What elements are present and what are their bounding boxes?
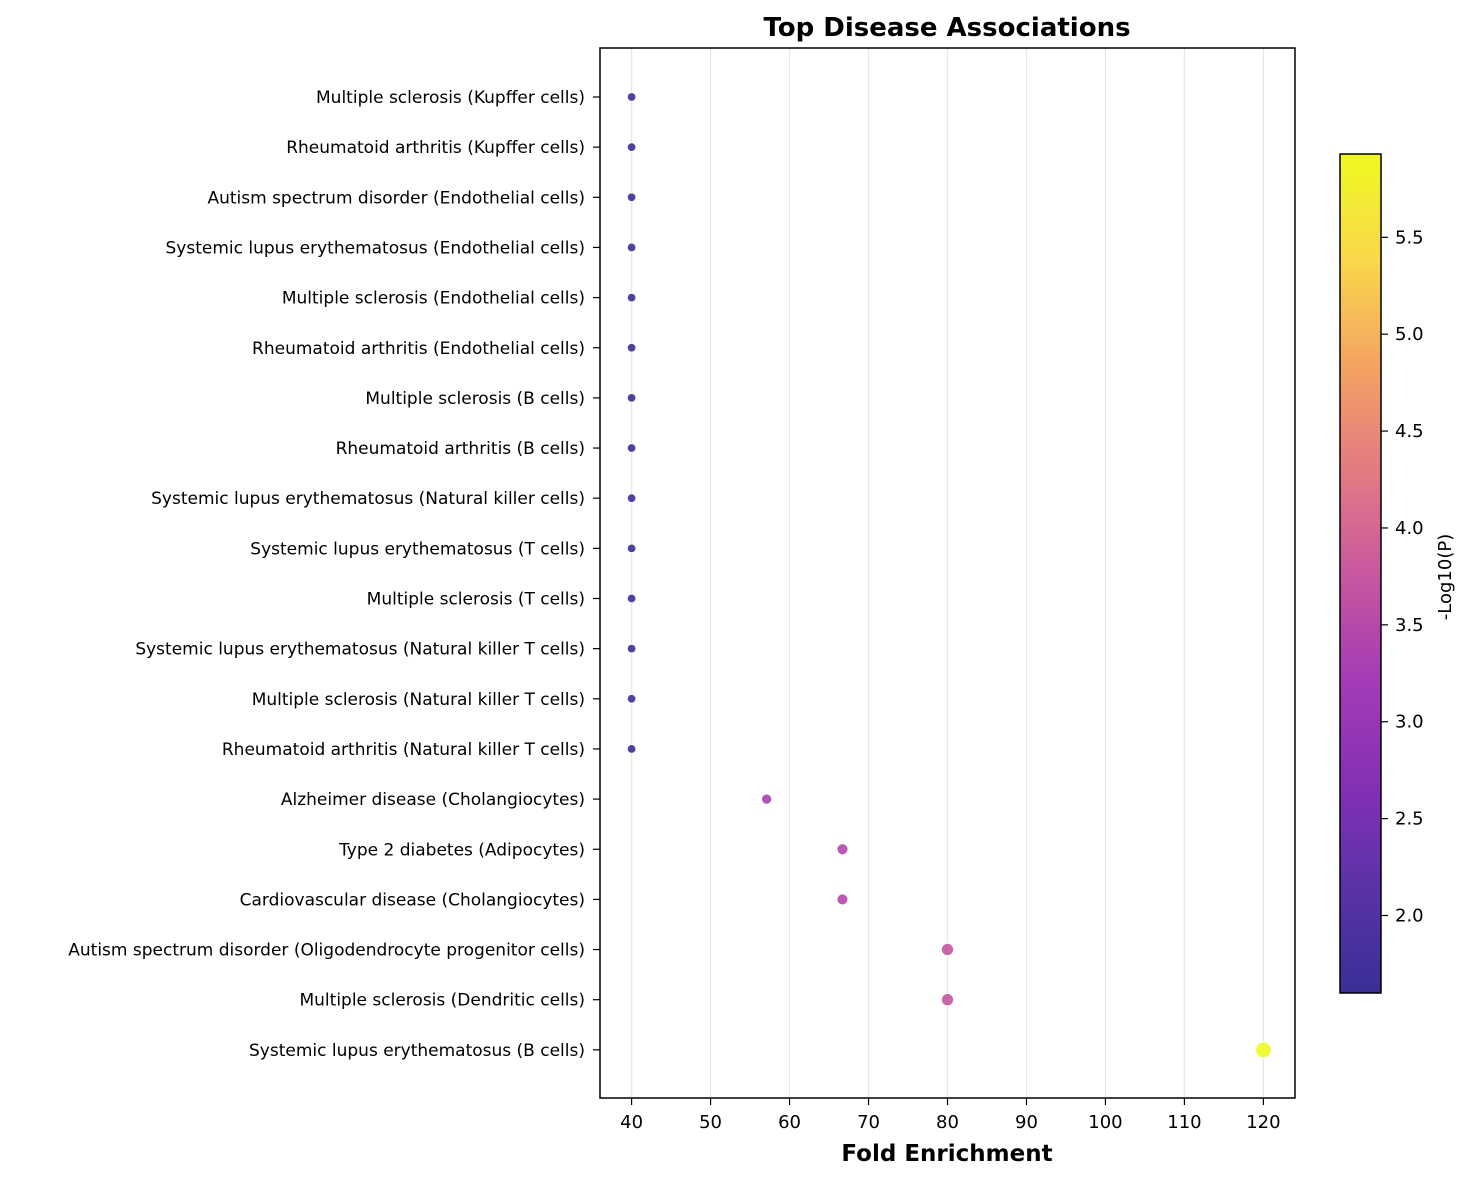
data-point — [626, 91, 637, 103]
x-tick-label: 40 — [620, 1112, 643, 1133]
data-point — [626, 342, 637, 353]
y-tick-label: Multiple sclerosis (Kupffer cells) — [316, 88, 585, 108]
x-tick-label: 120 — [1246, 1112, 1280, 1133]
data-point — [626, 242, 637, 253]
x-tick-label: 110 — [1167, 1112, 1201, 1133]
data-point — [1254, 1041, 1273, 1059]
colorbar-gradient — [1339, 153, 1382, 994]
x-tick-label: 90 — [1015, 1112, 1038, 1133]
y-tick-label: Multiple sclerosis (Endothelial cells) — [282, 289, 585, 309]
colorbar-tick-label: 2.0 — [1395, 905, 1424, 926]
data-point — [626, 292, 637, 303]
x-axis-ticks: 40 50 60 70 80 90 100 110 120 — [620, 1098, 1281, 1133]
colorbar: 2.0 2.5 3.0 3.5 4.0 4.5 5.0 5.5 -Log10(P) — [1339, 153, 1456, 994]
data-point — [626, 593, 637, 604]
data-point — [626, 392, 637, 403]
data-points — [626, 91, 1273, 1059]
colorbar-tick-label: 3.5 — [1395, 615, 1424, 636]
y-tick-label: Multiple sclerosis (B cells) — [365, 389, 585, 409]
y-tick-label: Multiple sclerosis (Natural killer T cel… — [252, 690, 585, 710]
x-tick-label: 60 — [778, 1112, 801, 1133]
y-tick-label: Systemic lupus erythematosus (Natural ki… — [135, 640, 585, 660]
x-gridlines — [630, 48, 1265, 1098]
colorbar-tick-label: 4.5 — [1395, 421, 1424, 442]
plot-frame — [599, 47, 1296, 1099]
colorbar-tick-label: 2.5 — [1395, 809, 1424, 830]
y-tick-label: Autism spectrum disorder (Oligodendrocyt… — [68, 941, 585, 961]
y-tick-label: Rheumatoid arthritis (Endothelial cells) — [252, 339, 585, 359]
y-tick-label: Type 2 diabetes (Adipocytes) — [338, 840, 585, 860]
x-tick-label: 70 — [857, 1112, 880, 1133]
data-point — [940, 942, 955, 957]
x-tick-label: 80 — [936, 1112, 959, 1133]
colorbar-tick-label: 3.0 — [1395, 712, 1424, 733]
x-tick-label: 100 — [1088, 1112, 1122, 1133]
data-point — [626, 743, 637, 755]
data-point — [626, 693, 637, 704]
data-point — [626, 142, 637, 153]
colorbar-label: -Log10(P) — [1435, 534, 1456, 620]
x-tick-label: 50 — [699, 1112, 722, 1133]
data-point — [626, 493, 637, 504]
data-point — [626, 442, 637, 454]
y-tick-label: Rheumatoid arthritis (Natural killer T c… — [222, 740, 585, 760]
data-point — [836, 893, 849, 906]
y-tick-label: Autism spectrum disorder (Endothelial ce… — [207, 188, 585, 208]
chart-title: Top Disease Associations — [763, 13, 1130, 43]
y-tick-label: Multiple sclerosis (T cells) — [367, 590, 585, 610]
colorbar-tick-label: 5.0 — [1395, 324, 1424, 345]
y-tick-label: Systemic lupus erythematosus (B cells) — [249, 1041, 585, 1061]
data-point — [626, 192, 637, 203]
colorbar-ticks: 2.0 2.5 3.0 3.5 4.0 4.5 5.0 5.5 — [1381, 227, 1424, 926]
data-point — [836, 842, 849, 856]
data-point — [760, 793, 773, 805]
y-tick-label: Cardiovascular disease (Cholangiocytes) — [240, 890, 585, 910]
data-point — [626, 643, 637, 654]
colorbar-tick-label: 4.0 — [1395, 518, 1424, 539]
data-point — [940, 992, 955, 1007]
y-tick-label: Alzheimer disease (Cholangiocytes) — [281, 790, 585, 810]
y-tick-label: Rheumatoid arthritis (B cells) — [336, 439, 585, 459]
y-tick-label: Multiple sclerosis (Dendritic cells) — [299, 991, 585, 1011]
y-tick-label: Rheumatoid arthritis (Kupffer cells) — [286, 138, 585, 158]
y-tick-label: Systemic lupus erythematosus (T cells) — [250, 539, 585, 559]
x-axis-label: Fold Enrichment — [841, 1141, 1052, 1167]
y-axis-ticks: Multiple sclerosis (Kupffer cells) Rheuma… — [68, 88, 600, 1061]
y-tick-label: Systemic lupus erythematosus (Natural ki… — [151, 489, 585, 509]
y-tick-label: Systemic lupus erythematosus (Endothelia… — [165, 238, 585, 258]
colorbar-tick-label: 5.5 — [1395, 227, 1424, 248]
data-point — [626, 543, 637, 554]
